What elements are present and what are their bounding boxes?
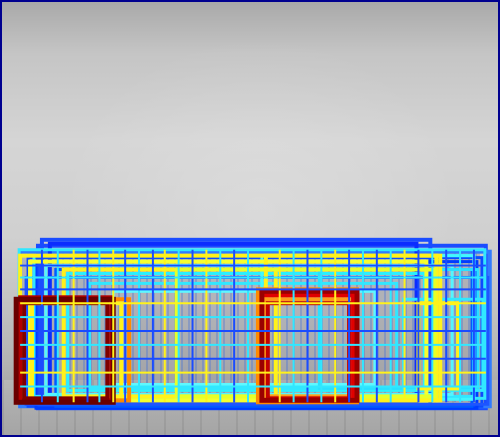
cyan-box <box>87 281 399 390</box>
yellow-box <box>61 267 278 399</box>
